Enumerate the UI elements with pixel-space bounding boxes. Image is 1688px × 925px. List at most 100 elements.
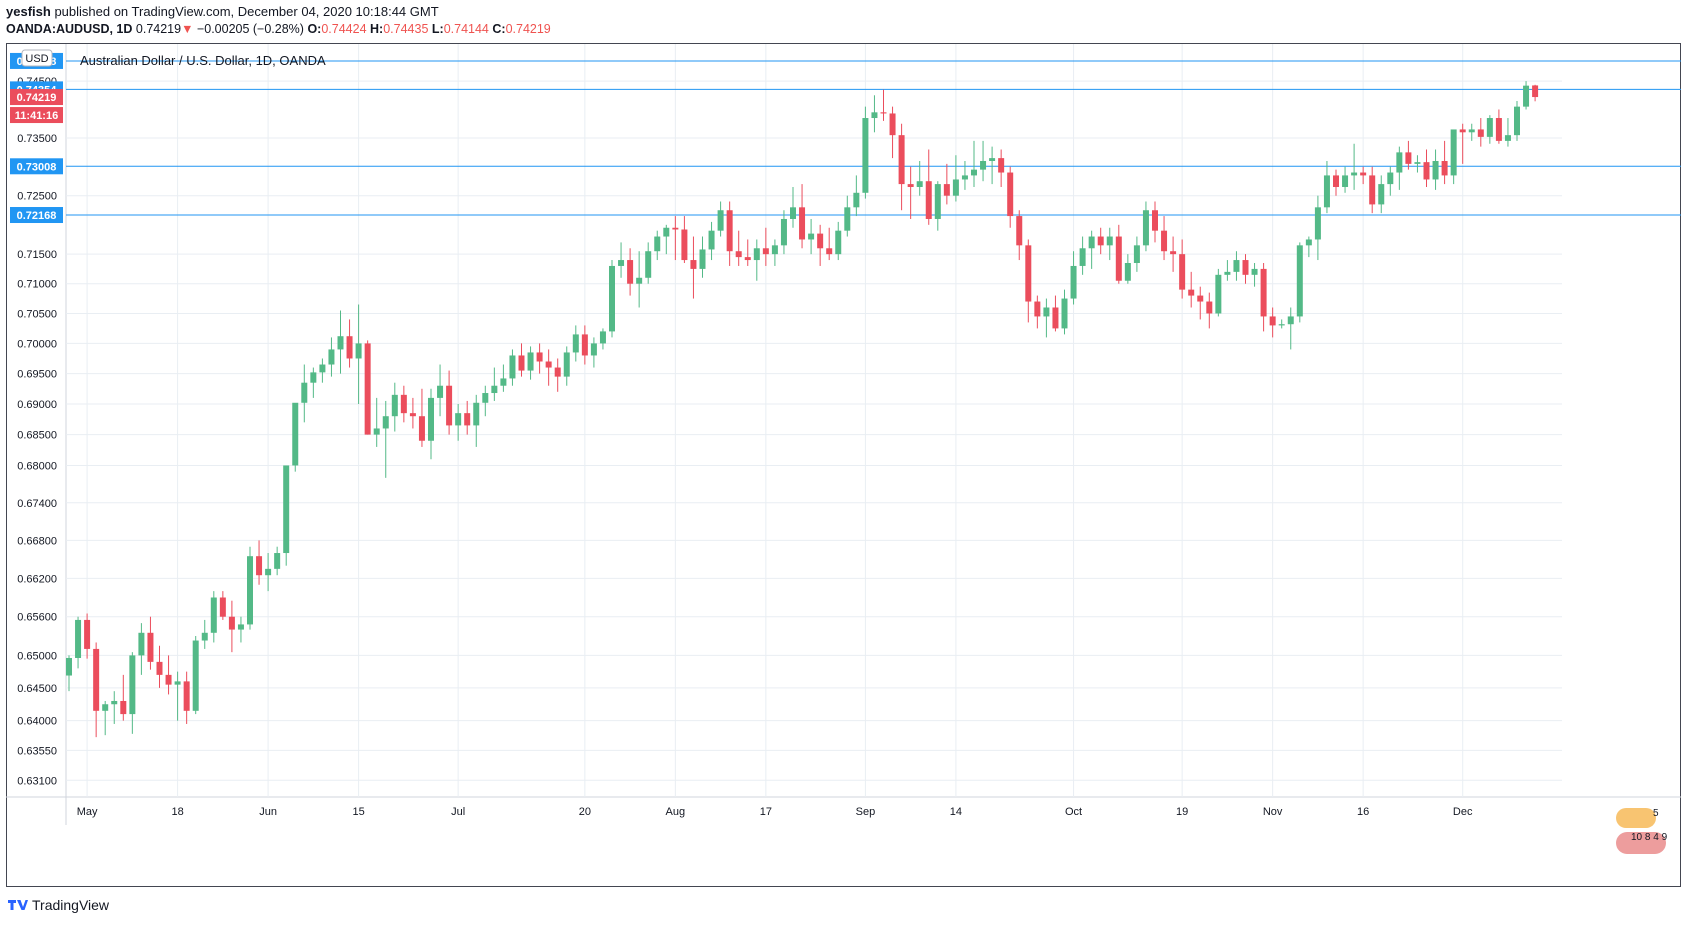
- candle[interactable]: [1269, 307, 1276, 338]
- candle[interactable]: [210, 591, 217, 643]
- candle[interactable]: [753, 239, 760, 281]
- candle[interactable]: [961, 160, 968, 190]
- candle[interactable]: [1061, 289, 1068, 335]
- candle[interactable]: [889, 106, 896, 159]
- candle[interactable]: [1133, 236, 1140, 272]
- candle[interactable]: [337, 310, 344, 374]
- candle[interactable]: [771, 239, 778, 266]
- candle[interactable]: [1179, 239, 1186, 299]
- candle[interactable]: [283, 465, 290, 566]
- candle[interactable]: [1233, 251, 1240, 281]
- candle[interactable]: [418, 388, 425, 447]
- candle[interactable]: [201, 619, 208, 649]
- candle[interactable]: [247, 546, 253, 630]
- candle[interactable]: [1124, 254, 1131, 284]
- candle[interactable]: [1387, 166, 1394, 196]
- candle[interactable]: [717, 201, 724, 237]
- candle[interactable]: [799, 184, 806, 249]
- candle[interactable]: [1287, 307, 1294, 350]
- candle[interactable]: [1161, 216, 1168, 261]
- candle[interactable]: [952, 155, 959, 202]
- candle[interactable]: [274, 546, 281, 576]
- candle[interactable]: [563, 346, 570, 386]
- candle[interactable]: [1414, 155, 1421, 173]
- candle[interactable]: [1034, 295, 1041, 329]
- candle[interactable]: [1079, 236, 1086, 275]
- candle[interactable]: [618, 242, 625, 278]
- candle[interactable]: [1514, 100, 1520, 141]
- candle[interactable]: [654, 230, 661, 261]
- candle[interactable]: [1025, 239, 1032, 323]
- candle[interactable]: [609, 260, 615, 338]
- candle[interactable]: [391, 382, 398, 432]
- candle[interactable]: [219, 591, 226, 620]
- candle[interactable]: [256, 540, 263, 585]
- candle[interactable]: [1115, 224, 1122, 284]
- candle[interactable]: [1043, 298, 1050, 338]
- candle[interactable]: [1170, 236, 1177, 272]
- candle[interactable]: [1468, 123, 1475, 141]
- candle[interactable]: [627, 248, 634, 296]
- candle[interactable]: [1323, 160, 1330, 214]
- candle[interactable]: [75, 616, 82, 669]
- candle[interactable]: [1142, 201, 1149, 252]
- candle[interactable]: [989, 146, 996, 185]
- candle[interactable]: [373, 397, 380, 447]
- candle[interactable]: [871, 95, 878, 133]
- candle[interactable]: [762, 227, 769, 266]
- candle[interactable]: [1007, 166, 1014, 228]
- candle[interactable]: [545, 349, 552, 386]
- candle[interactable]: [310, 367, 317, 398]
- candle[interactable]: [265, 553, 272, 592]
- candle[interactable]: [473, 394, 480, 447]
- candle[interactable]: [364, 340, 371, 435]
- candle[interactable]: [509, 349, 516, 386]
- candle[interactable]: [156, 645, 163, 688]
- candle[interactable]: [120, 674, 127, 721]
- indicator-badges[interactable]: 5 10 8 4 9: [1616, 808, 1668, 854]
- candle[interactable]: [1351, 143, 1358, 190]
- candle[interactable]: [346, 319, 353, 368]
- candle[interactable]: [817, 224, 824, 266]
- candle[interactable]: [66, 655, 72, 692]
- candle[interactable]: [1532, 84, 1539, 102]
- candle[interactable]: [165, 655, 172, 695]
- candle[interactable]: [1088, 230, 1095, 269]
- candle[interactable]: [1378, 175, 1385, 214]
- candle[interactable]: [844, 195, 851, 237]
- candle[interactable]: [808, 218, 815, 255]
- candle[interactable]: [1305, 236, 1312, 258]
- candle[interactable]: [862, 106, 869, 199]
- candle[interactable]: [599, 328, 606, 350]
- candle[interactable]: [301, 364, 308, 423]
- author-name[interactable]: yesfish: [6, 4, 51, 19]
- candle[interactable]: [590, 337, 597, 368]
- candle[interactable]: [174, 671, 181, 721]
- candle[interactable]: [1396, 146, 1403, 190]
- candle[interactable]: [907, 166, 914, 219]
- candle[interactable]: [1215, 268, 1222, 317]
- candle[interactable]: [237, 616, 244, 643]
- candle[interactable]: [1097, 227, 1104, 255]
- candle[interactable]: [1450, 129, 1457, 185]
- candle[interactable]: [147, 616, 154, 670]
- candle[interactable]: [428, 388, 434, 460]
- candle[interactable]: [726, 201, 733, 266]
- candle[interactable]: [1152, 201, 1158, 243]
- candle[interactable]: [1242, 254, 1249, 284]
- chart-frame[interactable]: [6, 43, 1681, 887]
- candle[interactable]: [1523, 81, 1530, 110]
- candle[interactable]: [129, 652, 136, 734]
- candle[interactable]: [708, 221, 715, 261]
- candle[interactable]: [437, 364, 444, 417]
- candle[interactable]: [735, 230, 742, 266]
- candle[interactable]: [853, 175, 860, 217]
- candle[interactable]: [898, 123, 905, 211]
- candle[interactable]: [1251, 263, 1258, 287]
- candle[interactable]: [998, 149, 1005, 187]
- candle[interactable]: [581, 325, 588, 365]
- candle[interactable]: [228, 600, 235, 653]
- candle[interactable]: [111, 691, 118, 724]
- candle[interactable]: [1260, 263, 1267, 332]
